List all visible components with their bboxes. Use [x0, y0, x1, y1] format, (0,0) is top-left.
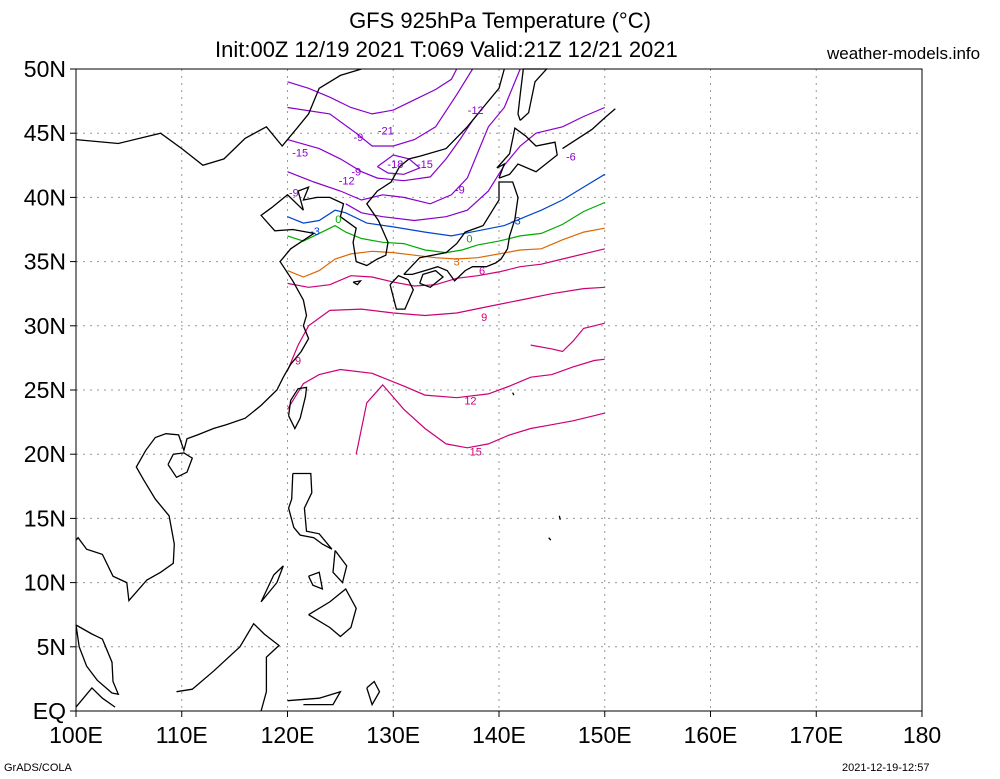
coastline	[308, 571, 324, 591]
coastline	[75, 624, 120, 696]
isotherm	[286, 358, 605, 410]
coastline	[352, 279, 363, 286]
chart-subtitle: Init:00Z 12/19 2021 T:069 Valid:21Z 12/2…	[215, 37, 678, 62]
isotherm	[355, 383, 605, 455]
lon-label: 100E	[49, 722, 103, 748]
lon-label: 130E	[366, 722, 420, 748]
lat-label: 25N	[24, 377, 66, 403]
contour-value-label: -12	[339, 176, 355, 188]
contour-value-label: -6	[566, 151, 576, 163]
contour-value-label: -3	[511, 216, 521, 228]
isotherm	[287, 68, 458, 115]
isotherm	[287, 107, 484, 182]
coastline	[562, 108, 616, 150]
lon-label: 170E	[789, 722, 843, 748]
contour-value-label: -21	[378, 126, 394, 138]
coastline	[558, 515, 561, 520]
coastline	[176, 622, 281, 712]
lat-label: 40N	[24, 184, 66, 210]
lon-label: 120E	[261, 722, 315, 748]
site-label: weather-models.info	[827, 44, 981, 63]
lat-label: 45N	[24, 120, 66, 146]
contour-value-label: 6	[479, 266, 485, 278]
coastline	[167, 452, 194, 479]
isotherm	[287, 173, 606, 237]
lon-label: 180	[903, 722, 941, 748]
contour-value-label: -15	[417, 159, 433, 171]
coastlines	[75, 68, 616, 712]
isotherm	[287, 68, 474, 147]
coastline	[260, 565, 284, 603]
isotherm	[345, 106, 606, 222]
lon-label: 160E	[684, 722, 738, 748]
isotherm	[287, 68, 521, 205]
contour-value-label: 0	[466, 233, 472, 245]
lat-label: 5N	[37, 634, 66, 660]
isotherm	[287, 227, 605, 278]
coastline	[287, 472, 333, 550]
lat-label: 20N	[24, 441, 66, 467]
isotherm	[377, 154, 421, 175]
lat-label: 50N	[24, 56, 66, 82]
contour-value-label: 0	[335, 214, 341, 226]
lat-label: 15N	[24, 505, 66, 531]
coastline	[366, 680, 381, 707]
contour-value-label: -9	[289, 187, 299, 199]
coastline	[419, 269, 445, 289]
contour-value-label: 3	[454, 257, 460, 269]
lon-label: 110E	[156, 722, 208, 748]
footer-software-label: GrADS/COLA	[4, 762, 72, 774]
contour-value-label: -9	[351, 167, 361, 179]
graticule	[76, 69, 922, 711]
coastline	[287, 690, 342, 706]
lon-label: 140E	[472, 722, 526, 748]
contour-value-label: -12	[468, 105, 484, 117]
temperature-contours	[286, 68, 606, 455]
contour-value-label: 15	[470, 447, 482, 459]
coastline	[297, 68, 505, 267]
contour-value-label: -9	[455, 185, 465, 197]
lat-label: 10N	[24, 570, 66, 596]
coastline	[512, 392, 515, 396]
coastline	[308, 588, 357, 638]
coastline	[548, 537, 552, 541]
contour-value-label: -3	[310, 226, 320, 238]
chart-title: GFS 925hPa Temperature (°C)	[349, 8, 651, 33]
contour-value-label: 12	[464, 395, 476, 407]
isotherm	[530, 322, 605, 353]
coastline	[403, 181, 519, 282]
contour-value-label: 9	[481, 312, 487, 324]
isotherm	[286, 286, 605, 371]
lat-label: EQ	[33, 698, 66, 724]
footer-timestamp: 2021-12-19-12:57	[842, 762, 930, 774]
contour-value-label: -18	[387, 159, 403, 171]
coastline	[517, 68, 549, 121]
lon-label: 150E	[578, 722, 632, 748]
lat-label: 30N	[24, 313, 66, 339]
isotherm	[287, 248, 605, 288]
contour-value-label: 9	[295, 355, 301, 367]
contour-labels: -12-21-9-15-18 -15-9-12-9 -9-6-3-300369912…	[289, 105, 576, 459]
coastline	[389, 274, 415, 310]
coastline	[332, 550, 348, 584]
coastline	[287, 386, 308, 430]
coastline	[75, 193, 316, 603]
coastline	[496, 126, 558, 179]
contour-value-label: -9	[353, 132, 363, 144]
coastline	[75, 686, 116, 708]
isotherm	[287, 201, 606, 254]
contour-value-label: -15	[292, 147, 308, 159]
coastline	[75, 68, 362, 167]
lat-label: 35N	[24, 249, 66, 275]
